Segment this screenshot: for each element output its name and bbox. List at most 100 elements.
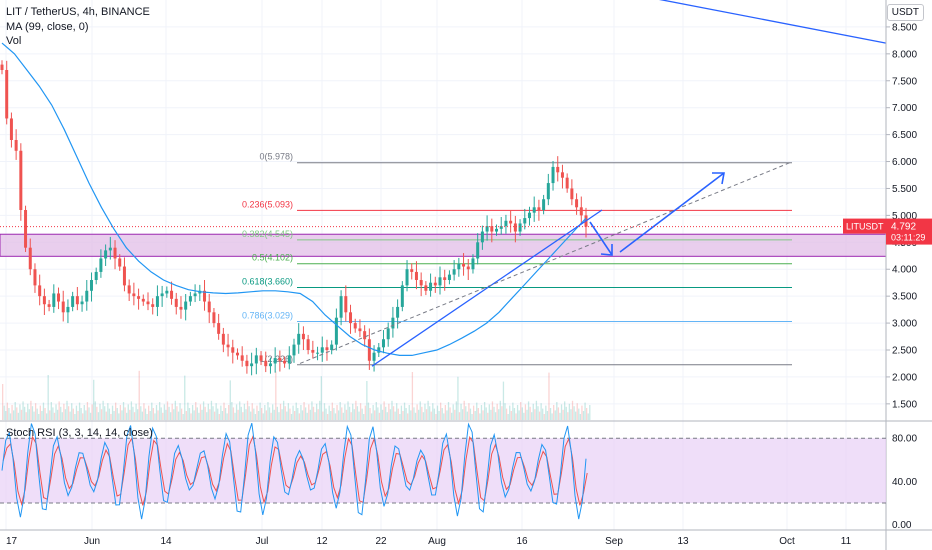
volume-bar: [359, 403, 362, 420]
candle-body: [386, 328, 390, 340]
volume-bar: [421, 406, 423, 420]
candle-body: [311, 350, 315, 353]
candle-body: [429, 282, 433, 291]
volume-bar: [14, 402, 16, 420]
volume-bar: [96, 406, 98, 420]
volume-bar: [221, 411, 224, 420]
volume-bar: [34, 403, 37, 420]
candle-body: [325, 347, 329, 350]
volume-bar: [177, 411, 180, 420]
candle-body: [113, 247, 117, 259]
volume-bar: [132, 406, 134, 420]
volume-bar: [74, 414, 76, 420]
volume-bar: [518, 410, 520, 420]
volume-bar: [223, 402, 225, 420]
candle-body: [278, 358, 282, 361]
volume-bar: [587, 413, 589, 420]
volume-bar: [174, 400, 176, 420]
candle-body: [320, 347, 324, 353]
volume-bar: [358, 411, 360, 420]
volume-bar: [33, 411, 35, 420]
volume-bar: [182, 414, 184, 420]
volume-bar: [386, 412, 388, 420]
volume-bar: [257, 411, 260, 420]
candle-body: [447, 274, 451, 280]
candle-body: [400, 285, 404, 307]
volume-bar: [16, 407, 18, 420]
volume-bar: [306, 412, 308, 420]
candle-body: [5, 70, 9, 119]
ascending-trendline: [371, 209, 603, 367]
volume-bar: [515, 413, 517, 420]
volume-bar: [300, 405, 302, 420]
volume-bar: [171, 403, 173, 420]
volume-bar: [575, 411, 577, 420]
price-tick-label: 6.000: [892, 157, 917, 168]
volume-bar: [261, 408, 263, 420]
volume-bar: [155, 405, 158, 420]
volume-bar: [512, 402, 514, 420]
candle-body: [419, 280, 423, 286]
volume-bar: [209, 409, 211, 420]
candle-body: [75, 296, 79, 305]
volume-bar: [559, 412, 561, 420]
volume-bar: [374, 410, 376, 420]
volume-bar: [179, 403, 181, 420]
volume-bar: [579, 414, 582, 420]
volume-bar: [403, 402, 406, 420]
volume-bar: [270, 412, 272, 420]
volume-bar: [151, 402, 153, 420]
candle-body: [372, 352, 376, 361]
volume-bar: [367, 402, 370, 420]
candle-body: [575, 199, 579, 208]
candle-body: [542, 199, 546, 210]
volume-bar: [461, 409, 464, 420]
candle-body: [560, 172, 564, 178]
candle-body: [245, 360, 249, 367]
volume-bar: [452, 404, 454, 420]
time-tick-label: 12: [316, 536, 328, 547]
candle-body: [424, 285, 428, 291]
candle-body: [221, 333, 225, 345]
volume-bar: [88, 407, 90, 420]
volume-bar: [245, 409, 247, 420]
volume-bar: [180, 408, 183, 420]
volume-bar: [187, 402, 189, 420]
last-price-countdown: 03:11:29: [891, 233, 925, 243]
candle-body: [188, 296, 192, 302]
volume-bar: [581, 405, 583, 420]
volume-bar: [538, 411, 541, 420]
volume-bar: [89, 412, 92, 420]
currency-button[interactable]: USDT: [886, 4, 924, 21]
volume-bar: [516, 405, 519, 420]
volume-bar: [115, 402, 117, 420]
down-arrow-head: [600, 244, 613, 256]
volume-bar: [276, 406, 279, 420]
candle-body: [306, 339, 310, 350]
volume-bar: [44, 408, 46, 420]
candle-body: [570, 188, 574, 200]
volume-bar: [361, 408, 363, 420]
volume-bar: [465, 406, 467, 420]
volume-bar: [58, 401, 60, 420]
candle-body: [443, 277, 447, 280]
candle-body: [381, 339, 385, 348]
candle-body: [231, 347, 235, 353]
volume-bar: [272, 404, 274, 420]
candle-body: [203, 290, 207, 302]
volume-bar: [127, 404, 129, 420]
volume-bar: [446, 410, 448, 420]
volume-bar: [12, 410, 15, 420]
volume-bar: [195, 402, 197, 420]
volume-bar: [278, 412, 280, 420]
volume-bar: [391, 400, 393, 420]
candle-body: [146, 301, 150, 305]
volume-bar: [333, 408, 335, 420]
volume-bar: [224, 408, 227, 420]
volume-bar: [176, 406, 178, 420]
volume-bar: [422, 412, 425, 420]
volume-bar: [2, 384, 4, 420]
volume-bar: [494, 412, 497, 420]
volume-bar: [363, 414, 365, 420]
